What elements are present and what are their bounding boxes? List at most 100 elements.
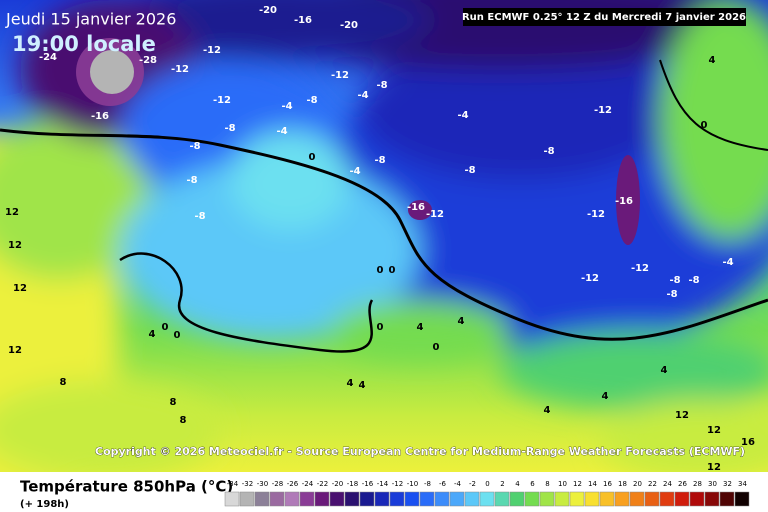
scale-swatch bbox=[434, 491, 450, 507]
scale-swatch bbox=[359, 491, 375, 507]
contour-label: -8 bbox=[376, 80, 387, 91]
scale-label: 18 bbox=[618, 480, 627, 488]
contour-label: -8 bbox=[543, 146, 554, 157]
contour-label: -8 bbox=[688, 275, 699, 286]
legend-title: Température 850hPa (°C) bbox=[20, 478, 233, 496]
contour-label: -4 bbox=[276, 126, 287, 137]
contour-label: -12 bbox=[631, 263, 649, 274]
scale-label: -30 bbox=[257, 480, 268, 488]
contour-label: 4 bbox=[417, 322, 424, 333]
scale-label: 2 bbox=[500, 480, 504, 488]
scale-label: -24 bbox=[302, 480, 314, 488]
scale-label: -28 bbox=[272, 480, 283, 488]
contour-label: -4 bbox=[357, 90, 368, 101]
scale-label: 8 bbox=[545, 480, 549, 488]
scale-label: -4 bbox=[454, 480, 462, 488]
contour-labels: -20-16 -20-24 -28-12-12-16-12-8-8-8-8-12-8… bbox=[5, 5, 755, 472]
contour-label: -20 bbox=[340, 20, 358, 31]
contour-label: 0 bbox=[377, 265, 384, 276]
scale-swatch bbox=[659, 491, 675, 507]
contour-label: -16 bbox=[407, 202, 425, 213]
scale-swatch bbox=[704, 491, 720, 507]
contour-label: -16 bbox=[615, 196, 633, 207]
scale-label: 6 bbox=[530, 480, 535, 488]
scale-swatch bbox=[269, 491, 285, 507]
contour-label: -12 bbox=[203, 45, 221, 56]
scale-swatch bbox=[344, 491, 360, 507]
contour-label: -8 bbox=[374, 155, 385, 166]
contour-label: 8 bbox=[60, 377, 67, 388]
scale-swatch bbox=[569, 491, 585, 507]
scale-label: -18 bbox=[347, 480, 358, 488]
scale-label: -32 bbox=[242, 480, 253, 488]
scale-swatch bbox=[449, 491, 465, 507]
scale-swatch bbox=[314, 491, 330, 507]
scale-label: -2 bbox=[469, 480, 476, 488]
contour-label: 4 bbox=[661, 365, 668, 376]
scale-swatch bbox=[239, 491, 255, 507]
scale-swatch bbox=[524, 491, 540, 507]
run-box bbox=[463, 8, 746, 26]
contour-label: -8 bbox=[669, 275, 680, 286]
contour-label: 4 bbox=[544, 405, 551, 416]
contour-label: -12 bbox=[331, 70, 349, 81]
contour-label: -8 bbox=[189, 141, 200, 152]
scale-label: 12 bbox=[573, 480, 582, 488]
scale-swatch bbox=[614, 491, 630, 507]
contour-label: 12 bbox=[707, 425, 721, 436]
contour-label: -4 bbox=[722, 257, 733, 268]
scale-label: 30 bbox=[708, 480, 717, 488]
scale-swatch bbox=[284, 491, 300, 507]
contour-label: -4 bbox=[457, 110, 468, 121]
contour-label: 4 bbox=[602, 391, 609, 402]
scale-label: -22 bbox=[317, 480, 328, 488]
scale-swatch bbox=[464, 491, 480, 507]
scale-swatch bbox=[554, 491, 570, 507]
contour-label: 0 bbox=[389, 265, 396, 276]
copyright: Copyright © 2026 Meteociel.fr - Source E… bbox=[95, 445, 745, 458]
contour-label: 0 bbox=[433, 342, 440, 353]
contour-label: -8 bbox=[666, 289, 677, 300]
scale-label: -16 bbox=[362, 480, 374, 488]
run-info: Run ECMWF 0.25° 12 Z du Mercredi 7 janvi… bbox=[462, 12, 746, 23]
scale-label: 32 bbox=[723, 480, 732, 488]
scale-label: -34 bbox=[227, 480, 239, 488]
contour-label: -4 bbox=[281, 101, 292, 112]
scale-label: 28 bbox=[693, 480, 702, 488]
contour-label: 4 bbox=[347, 378, 354, 389]
contour-label: -8 bbox=[224, 123, 235, 134]
contour-label: 8 bbox=[170, 397, 177, 408]
contour-label: 8 bbox=[180, 415, 187, 426]
scale-swatch bbox=[479, 491, 495, 507]
scale-swatch bbox=[719, 491, 735, 507]
scale-label: 14 bbox=[588, 480, 597, 488]
scale-swatch bbox=[419, 491, 435, 507]
contour-label: -16 bbox=[294, 15, 312, 26]
scale-label: 34 bbox=[738, 480, 747, 488]
scale-swatch bbox=[674, 491, 690, 507]
scale-label: 26 bbox=[678, 480, 687, 488]
scale-swatch bbox=[374, 491, 390, 507]
scale-swatch bbox=[224, 491, 240, 507]
scale-label: -8 bbox=[424, 480, 431, 488]
scale-label: -14 bbox=[377, 480, 389, 488]
forecast-date: Jeudi 15 janvier 2026 bbox=[5, 10, 176, 29]
scale-label: 16 bbox=[603, 480, 612, 488]
contour-label: -12 bbox=[213, 95, 231, 106]
contour-label: -4 bbox=[349, 166, 360, 177]
forecast-time: 19:00 locale bbox=[12, 32, 156, 56]
contour-label: -12 bbox=[171, 64, 189, 75]
contour-label: 0 bbox=[377, 322, 384, 333]
contour-label: 0 bbox=[701, 120, 708, 131]
scale-swatch bbox=[404, 491, 420, 507]
contour-label: 16 bbox=[741, 437, 755, 448]
scale-label: 20 bbox=[633, 480, 642, 488]
contour-label: 12 bbox=[5, 207, 19, 218]
contour-label: 12 bbox=[13, 283, 27, 294]
scale-swatch bbox=[734, 491, 750, 507]
scale-swatch bbox=[584, 491, 600, 507]
contour-label: 4 bbox=[458, 316, 465, 327]
contour-label: -12 bbox=[587, 209, 605, 220]
